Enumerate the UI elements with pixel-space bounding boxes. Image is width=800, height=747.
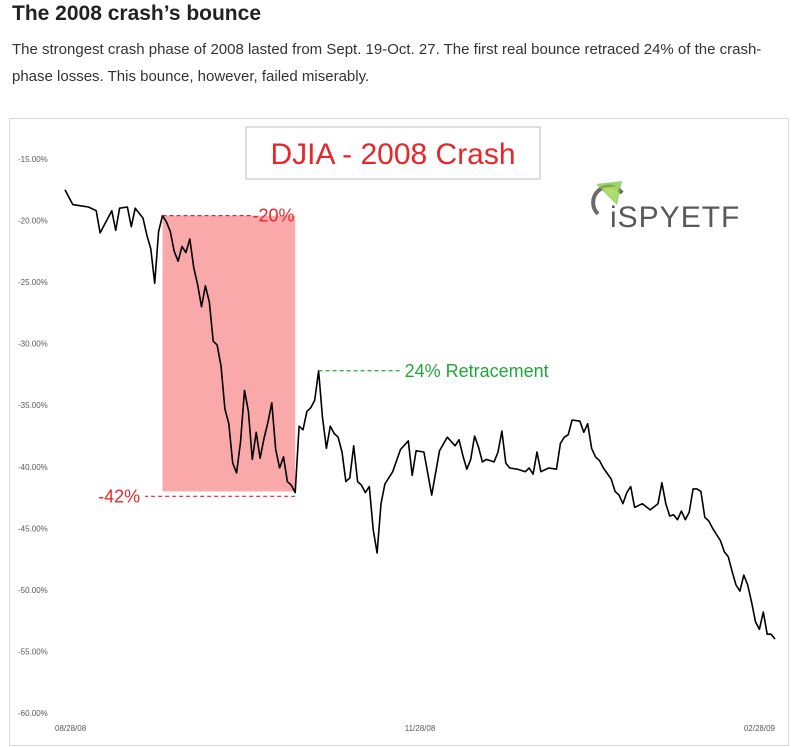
y-tick-label: -20.00% <box>18 217 48 226</box>
chart-title-box: DJIA - 2008 Crash <box>245 126 541 180</box>
retracement-label: 24% Retracement <box>405 361 549 381</box>
y-tick-label: -25.00% <box>18 278 48 287</box>
y-tick-label: -50.00% <box>18 586 48 595</box>
x-tick-label: 11/28/08 <box>405 724 436 733</box>
annotations: -20% -42% 24% Retracement <box>98 206 549 507</box>
y-tick-label: -45.00% <box>18 524 48 533</box>
djia-crash-chart: -15.00% -20.00% -25.00% -30.00% -35.00% -40.0… <box>18 126 776 733</box>
djia-series-line <box>64 189 776 640</box>
chart-frame: -15.00% -20.00% -25.00% -30.00% -35.00% -40.0… <box>9 118 789 746</box>
x-tick-label: 08/28/08 <box>55 724 87 733</box>
minus-42-label: -42% <box>98 486 140 506</box>
article-title: The 2008 crash’s bounce <box>12 2 261 25</box>
x-axis: 08/28/08 11/28/08 02/28/09 <box>55 724 776 733</box>
x-tick-label: 02/28/09 <box>744 724 776 733</box>
chart-title: DJIA - 2008 Crash <box>270 138 515 171</box>
minus-20-label: -20% <box>253 206 295 226</box>
y-tick-label: -15.00% <box>18 155 48 164</box>
y-tick-label: -30.00% <box>18 340 48 349</box>
y-tick-label: -35.00% <box>18 401 48 410</box>
article-header: The 2008 crash’s bounce The strongest cr… <box>12 0 792 90</box>
ispyetf-logo: iSPYETF <box>591 181 740 234</box>
y-tick-label: -60.00% <box>18 709 48 718</box>
y-tick-label: -55.00% <box>18 647 48 656</box>
y-tick-label: -40.00% <box>18 463 48 472</box>
article-subtitle: The strongest crash phase of 2008 lasted… <box>12 41 762 85</box>
logo-text: iSPYETF <box>610 201 740 234</box>
crash-phase-highlight <box>162 215 296 492</box>
y-axis: -15.00% -20.00% -25.00% -30.00% -35.00% -40.0… <box>18 155 48 718</box>
ispyetf-logo-icon <box>591 181 624 216</box>
highlight-layer <box>162 215 296 492</box>
